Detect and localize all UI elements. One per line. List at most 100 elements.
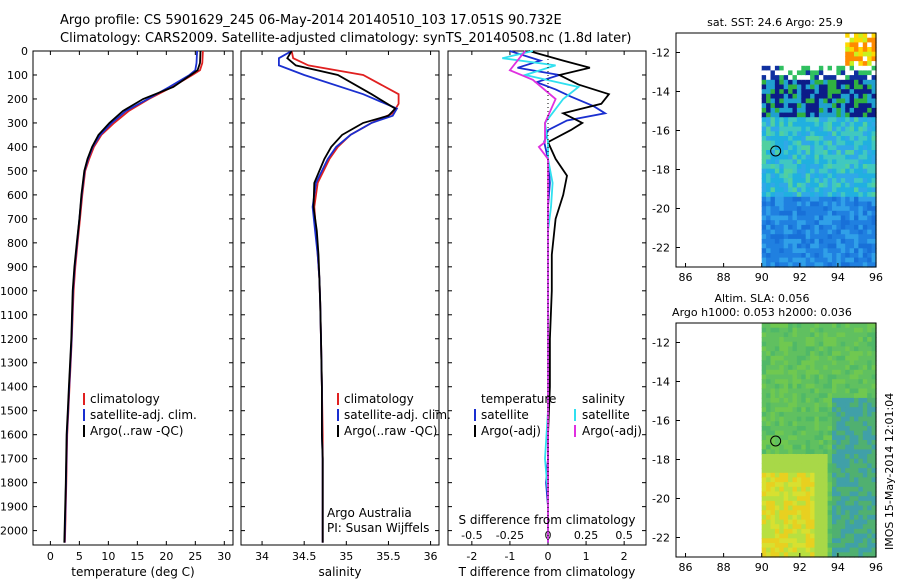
sla-map-cell [849,552,855,558]
sla-map-cell [814,491,820,497]
sla-map-cell [845,547,851,553]
sla-map-cell [823,552,829,558]
sla-map-cell [774,379,780,385]
sst-map-cell [792,262,798,268]
sla-map-cell [823,547,829,553]
sla-map-cell [792,402,798,408]
sla-map-cell [871,538,877,544]
sst-map-cell [862,201,868,207]
sst-map-cell [845,75,851,81]
sla-map-cell [783,365,789,371]
sst-map-cell [761,33,767,39]
sla-map-cell [836,491,842,497]
sla-map-cell [814,519,820,525]
sst-map-cell [779,192,785,198]
sla-map-cell [823,383,829,390]
sla-map-cell [858,547,864,553]
sst-map-cell [814,65,820,72]
sst-map-cell [801,224,807,231]
sst-map-cell [862,103,868,109]
sst-map-cell [810,70,816,76]
sla-map-cell [810,552,816,558]
sst-map-cell [774,262,780,268]
sst-map-cell [827,65,833,72]
sst-map-cell [774,51,780,57]
sla-map-cell [761,435,767,441]
sla-map-cell [840,468,846,474]
sla-map-cell [823,482,829,488]
sla-map-cell [774,519,780,525]
sla-map-cell [823,463,829,469]
sla-map-cell [810,482,816,488]
sla-map-cell [796,355,802,362]
sst-map-cell [867,107,873,114]
sst-map-cell [770,56,776,62]
sst-map-cell [862,112,868,118]
sla-map-cell [792,444,798,450]
sst-map-cell [810,121,816,128]
sst-map-cell [766,164,772,170]
sst-map-cell [871,37,877,43]
sla-map-cell [858,440,864,446]
sst-map-cell [845,65,851,72]
sst-map-cell [783,248,789,254]
sla-map-cell [810,519,816,525]
sla-map-cell [849,496,855,502]
sst-map-cell [783,173,789,179]
sst-map-cell [871,196,877,203]
sla-map-cell [770,379,776,385]
sst-map-cell [805,93,811,100]
sst-map-cell [774,248,780,254]
sst-map-cell [823,187,829,193]
sst-map-cell [796,192,802,198]
sla-map-cell [814,360,820,366]
sla-map-cell [783,524,789,530]
sla-map-cell [761,486,767,493]
sst-map-cell [814,75,820,81]
sla-map-cell [770,435,776,441]
sla-map-cell [774,323,780,329]
sla-map-cell [849,543,855,549]
sst-map-cell [871,182,877,189]
sla-map-cell [774,500,780,507]
sst-map-cell [801,140,807,146]
sst-map-cell [774,140,780,146]
sla-map-cell [836,388,842,394]
sst-map-cell [849,89,855,95]
sla-map-cell [766,533,772,539]
sla-map-cell [792,552,798,558]
sst-map-cell [779,79,785,86]
sst-map-cell [774,154,780,160]
sst-map-cell [854,93,859,100]
sst-map-cell [836,93,842,100]
sla-map-cell [832,402,837,408]
sla-map-cell [766,323,772,329]
sla-map-cell [827,552,833,558]
sla-map-cell [845,533,851,539]
sla-map-cell [862,458,868,464]
sla-map-cell [854,547,859,553]
sla-map-cell [796,543,802,549]
sla-map-cell [814,514,820,521]
sst-map-cell [840,206,846,212]
sla-map-cell [845,472,851,479]
sst-map-cell [810,182,816,189]
depth-tick-label: 1600 [0,429,28,442]
sst-map-cell [862,140,868,146]
sla-map-cell [832,472,837,479]
sla-map-cell [867,519,873,525]
sla-map-cell [779,477,785,483]
sst-map-cell [783,253,789,259]
sla-map-cell [854,402,859,408]
sst-map-cell [827,75,833,81]
sla-map-cell [761,388,767,394]
sst-map-cell [836,257,842,263]
sst-map-x-tick-label: 92 [793,271,807,284]
sst-map-cell [840,196,846,203]
sla-map-cell [814,421,820,427]
difference-legend-t-argo: Argo(-adj) [481,424,541,438]
sst-map-cell [810,84,816,90]
sst-map-cell [849,150,855,156]
sst-map-cell [761,37,767,43]
sla-map-cell [796,421,802,427]
